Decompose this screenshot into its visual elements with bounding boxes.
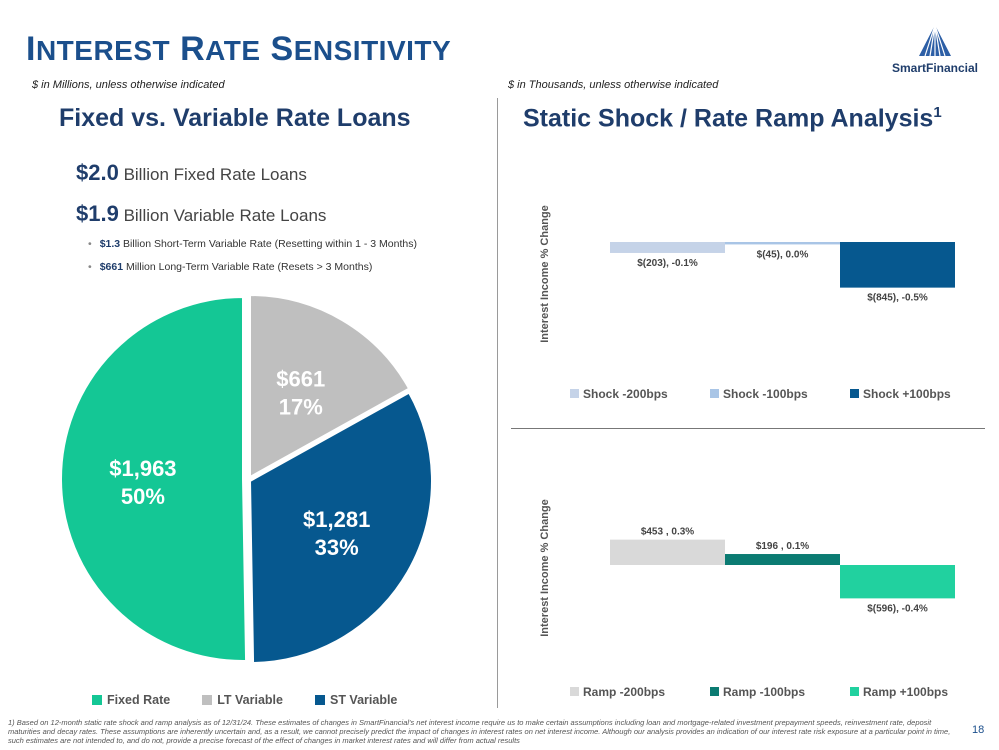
bar-label-shock-200bps: $(203), -0.1% xyxy=(637,258,698,269)
fixed-rate-summary: $2.0 Billion Fixed Rate Loans xyxy=(76,160,307,185)
legend-ramp-100bps: Ramp +100bps xyxy=(863,685,948,699)
pie-legend: Fixed Rate LT Variable ST Variable xyxy=(92,693,397,707)
ramp-bar-chart: Interest Income % Change $453 , 0.3% Ramp … xyxy=(539,499,955,699)
company-logo: SmartFinancial xyxy=(885,22,985,75)
footnote-marker: 1 xyxy=(933,104,942,121)
legend-swatch-shock-100bps xyxy=(710,389,719,398)
legend-swatch-st xyxy=(314,695,325,705)
variable-rate-summary: $1.9 Billion Variable Rate Loans xyxy=(76,201,327,226)
bar-ramp-200bps xyxy=(610,539,725,565)
legend-swatch-shock-100bps xyxy=(850,389,859,398)
pie-pct-st-variable: 33% xyxy=(315,535,359,560)
y-axis-label: Interest Income % Change xyxy=(539,499,551,637)
legend-shock-100bps: Shock +100bps xyxy=(863,387,951,401)
left-units-note: $ in Millions, unless otherwise indicate… xyxy=(32,79,225,91)
legend-st-variable: ST Variable xyxy=(329,693,398,707)
vertical-divider xyxy=(497,98,498,708)
logo-mark-icon xyxy=(919,24,951,57)
pie-pct-lt-variable: 17% xyxy=(279,395,323,420)
pie-slice-lt-variable xyxy=(249,294,411,479)
page-number: 18 xyxy=(972,724,985,736)
bar-label-shock-100bps: $(845), -0.5% xyxy=(867,293,928,304)
y-axis-label: Interest Income % Change xyxy=(539,205,551,343)
shock-bar-chart: Interest Income % Change $(203), -0.1% Sho… xyxy=(539,205,955,401)
legend-ramp-100bps: Ramp -100bps xyxy=(723,685,805,699)
bar-label-ramp-200bps: $453 , 0.3% xyxy=(641,527,694,538)
page-title: INTEREST RATE SENSITIVITY xyxy=(26,30,452,68)
pie-label-lt-variable: $661 xyxy=(276,367,325,392)
right-section-title: Static Shock / Rate Ramp Analysis1 xyxy=(523,104,942,133)
pie-slice-st-variable xyxy=(248,391,433,664)
bar-label-ramp-100bps: $196 , 0.1% xyxy=(756,541,809,552)
legend-swatch-ramp-100bps xyxy=(850,687,859,696)
right-units-note: $ in Thousands, unless otherwise indicat… xyxy=(508,79,719,91)
left-section-title: Fixed vs. Variable Rate Loans xyxy=(59,104,411,132)
bar-ramp-100bps xyxy=(725,554,840,565)
legend-swatch-shock-200bps xyxy=(570,389,579,398)
logo-text: SmartFinancial xyxy=(891,61,979,75)
legend-swatch-ramp-100bps xyxy=(710,687,719,696)
legend-shock-200bps: Shock -200bps xyxy=(583,387,668,401)
bullet-long-term: • $661 Million Long-Term Variable Rate (R… xyxy=(88,261,373,273)
pie-label-st-variable: $1,281 xyxy=(303,507,370,532)
legend-lt-variable: LT Variable xyxy=(217,693,283,707)
pie-slice-fixed-rate xyxy=(60,295,248,662)
pie-pct-fixed-rate: 50% xyxy=(121,484,165,509)
loan-mix-pie-chart: $661 17% $1,281 33% $1,963 50% xyxy=(60,294,433,664)
legend-fixed-rate: Fixed Rate xyxy=(107,693,171,707)
legend-swatch-fixed xyxy=(92,695,102,705)
bar-label-ramp-100bps: $(596), -0.4% xyxy=(867,603,928,614)
bullet-short-term: • $1.3 Billion Short-Term Variable Rate (… xyxy=(88,238,417,250)
bar-shock-200bps xyxy=(610,242,725,253)
legend-shock-100bps: Shock -100bps xyxy=(723,387,808,401)
legend-swatch-ramp-200bps xyxy=(570,687,579,696)
pie-label-fixed-rate: $1,963 xyxy=(109,456,176,481)
bar-shock-100bps xyxy=(840,242,955,288)
legend-ramp-200bps: Ramp -200bps xyxy=(583,685,665,699)
bar-label-shock-100bps: $(45), 0.0% xyxy=(757,249,809,260)
legend-swatch-lt xyxy=(202,695,213,705)
footnote: 1) Based on 12-month static rate shock a… xyxy=(8,718,951,745)
horizontal-divider xyxy=(511,428,985,429)
bar-ramp-100bps xyxy=(840,565,955,599)
bar-shock-100bps xyxy=(725,242,840,245)
